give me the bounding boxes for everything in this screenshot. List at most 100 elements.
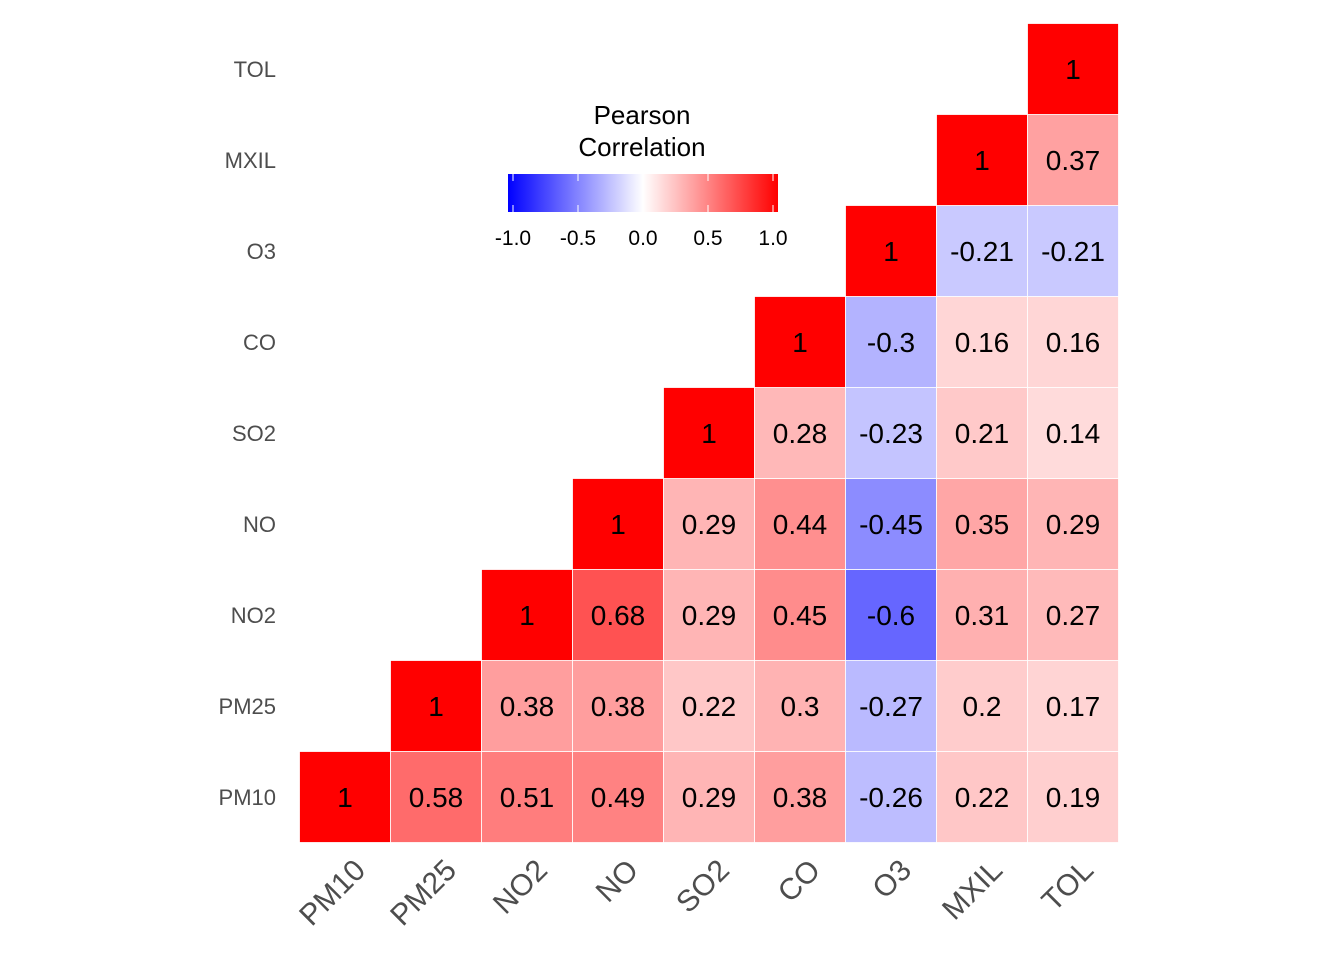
heatmap-cell-tol-no — [1027, 478, 1119, 570]
cell-value-label: -0.3 — [867, 327, 915, 358]
x-axis-label-co: CO — [772, 854, 827, 909]
cell-value-label: 1 — [883, 236, 899, 267]
heatmap-cell-o3-pm25 — [845, 660, 937, 752]
heatmap-cell-mxil-co — [936, 296, 1028, 388]
heatmap-cell-co-no2 — [754, 569, 846, 661]
heatmap-cell-tol-pm25 — [1027, 660, 1119, 752]
cell-value-label: 0.51 — [500, 782, 555, 813]
y-axis-label-mxil: MXIL — [225, 148, 276, 173]
cell-value-label: 0.2 — [963, 691, 1002, 722]
heatmap-cell-mxil-pm10 — [936, 751, 1028, 843]
cell-value-label: 1 — [792, 327, 808, 358]
heatmap-cell-co-no — [754, 478, 846, 570]
heatmap-cell-tol-o3 — [1027, 205, 1119, 297]
cell-value-label: -0.21 — [1041, 236, 1105, 267]
cell-value-label: 0.58 — [409, 782, 464, 813]
cell-value-label: 1 — [1065, 54, 1081, 85]
heatmap-cell-co-pm10 — [754, 751, 846, 843]
cell-value-label: 0.3 — [781, 691, 820, 722]
y-axis-label-pm25: PM25 — [219, 694, 276, 719]
heatmap-cell-mxil-pm25 — [936, 660, 1028, 752]
heatmap-cell-pm25-pm10 — [390, 751, 482, 843]
legend-tick-label: 0.0 — [628, 227, 657, 250]
heatmap-cells: 1 0.58 0.51 0.49 0.29 0.38 -0.26 0.22 0.191 0.38 0… — [299, 23, 1119, 843]
cell-value-label: 0.22 — [682, 691, 737, 722]
legend-tick-label: -1.0 — [495, 227, 531, 250]
heatmap-cell-mxil-o3 — [936, 205, 1028, 297]
cell-value-label: 0.27 — [1046, 600, 1101, 631]
cell-value-label: 0.44 — [773, 509, 828, 540]
heatmap-cell-co-co — [754, 296, 846, 388]
heatmap-cell-no-pm25 — [572, 660, 664, 752]
cell-value-label: 0.29 — [682, 600, 737, 631]
heatmap-cell-pm10-pm10 — [299, 751, 391, 843]
heatmap-cell-o3-co — [845, 296, 937, 388]
cell-value-label: 0.37 — [1046, 145, 1101, 176]
heatmap-cell-tol-so2 — [1027, 387, 1119, 479]
x-axis-label-o3: O3 — [866, 854, 918, 906]
legend-tick-label: 0.5 — [693, 227, 722, 250]
y-axis-label-no2: NO2 — [231, 603, 276, 628]
cell-value-label: 0.68 — [591, 600, 646, 631]
cell-value-label: 0.22 — [955, 782, 1010, 813]
cell-value-label: 0.45 — [773, 600, 828, 631]
cell-value-label: 0.31 — [955, 600, 1010, 631]
x-axis-labels: PM10 PM25 NO2 NO SO2 CO O3 MXIL TOL — [293, 854, 1100, 933]
legend-title-line1: Pearson — [594, 100, 691, 130]
cell-value-label: 0.49 — [591, 782, 646, 813]
x-axis-label-pm25: PM25 — [384, 854, 463, 933]
heatmap-cell-mxil-no2 — [936, 569, 1028, 661]
cell-value-label: -0.21 — [950, 236, 1014, 267]
cell-value-label: -0.27 — [859, 691, 923, 722]
heatmap-cell-mxil-mxil — [936, 114, 1028, 206]
heatmap-cell-mxil-no — [936, 478, 1028, 570]
heatmap-cell-so2-so2 — [663, 387, 755, 479]
heatmap-cell-tol-no2 — [1027, 569, 1119, 661]
heatmap-cell-no2-no2 — [481, 569, 573, 661]
heatmap-cell-tol-tol — [1027, 23, 1119, 115]
y-axis-label-o3: O3 — [247, 239, 276, 264]
heatmap-cell-no-no — [572, 478, 664, 570]
cell-value-label: 0.16 — [955, 327, 1010, 358]
cell-value-label: 0.35 — [955, 509, 1010, 540]
heatmap-cell-so2-pm10 — [663, 751, 755, 843]
y-axis-label-pm10: PM10 — [219, 785, 276, 810]
cell-value-label: 0.16 — [1046, 327, 1101, 358]
cell-value-label: 0.19 — [1046, 782, 1101, 813]
cell-value-label: 0.38 — [773, 782, 828, 813]
cell-value-label: -0.6 — [867, 600, 915, 631]
legend-tick-label: 1.0 — [758, 227, 787, 250]
cell-value-label: -0.45 — [859, 509, 923, 540]
y-axis-label-tol: TOL — [234, 57, 276, 82]
legend-title-line2: Correlation — [578, 132, 705, 162]
cell-value-label: 1 — [701, 418, 717, 449]
cell-value-label: 0.29 — [682, 782, 737, 813]
cell-value-label: 1 — [519, 600, 535, 631]
legend-tick-label: -0.5 — [560, 227, 596, 250]
cell-value-label: 0.38 — [591, 691, 646, 722]
cell-value-label: 0.29 — [682, 509, 737, 540]
cell-value-label: -0.26 — [859, 782, 923, 813]
cell-value-label: 0.21 — [955, 418, 1010, 449]
x-axis-label-mxil: MXIL — [936, 854, 1009, 927]
cell-value-label: 0.14 — [1046, 418, 1101, 449]
cell-value-label: 0.28 — [773, 418, 828, 449]
heatmap-cell-o3-o3 — [845, 205, 937, 297]
cell-value-label: 0.29 — [1046, 509, 1101, 540]
cell-value-label: 1 — [974, 145, 990, 176]
heatmap-cell-no-pm10 — [572, 751, 664, 843]
heatmap-cell-tol-mxil — [1027, 114, 1119, 206]
cell-value-label: 1 — [337, 782, 353, 813]
y-axis-label-no: NO — [243, 512, 276, 537]
x-axis-label-tol: TOL — [1036, 854, 1100, 918]
x-axis-label-no2: NO2 — [487, 854, 554, 921]
x-axis-label-so2: SO2 — [670, 854, 736, 920]
y-axis-label-so2: SO2 — [232, 421, 276, 446]
cell-value-label: 0.38 — [500, 691, 555, 722]
heatmap-cell-pm25-pm25 — [390, 660, 482, 752]
cell-value-label: 1 — [428, 691, 444, 722]
y-axis-labels: PM10 PM25 NO2 NO SO2 CO O3 MXIL TOL — [219, 57, 276, 810]
cell-value-label: 1 — [610, 509, 626, 540]
y-axis-label-co: CO — [243, 330, 276, 355]
